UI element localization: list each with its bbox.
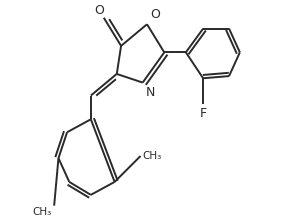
Text: O: O [95,4,104,17]
Text: N: N [146,86,155,99]
Text: O: O [150,8,160,21]
Text: F: F [200,107,207,120]
Text: CH₃: CH₃ [33,207,52,217]
Text: CH₃: CH₃ [143,151,162,161]
